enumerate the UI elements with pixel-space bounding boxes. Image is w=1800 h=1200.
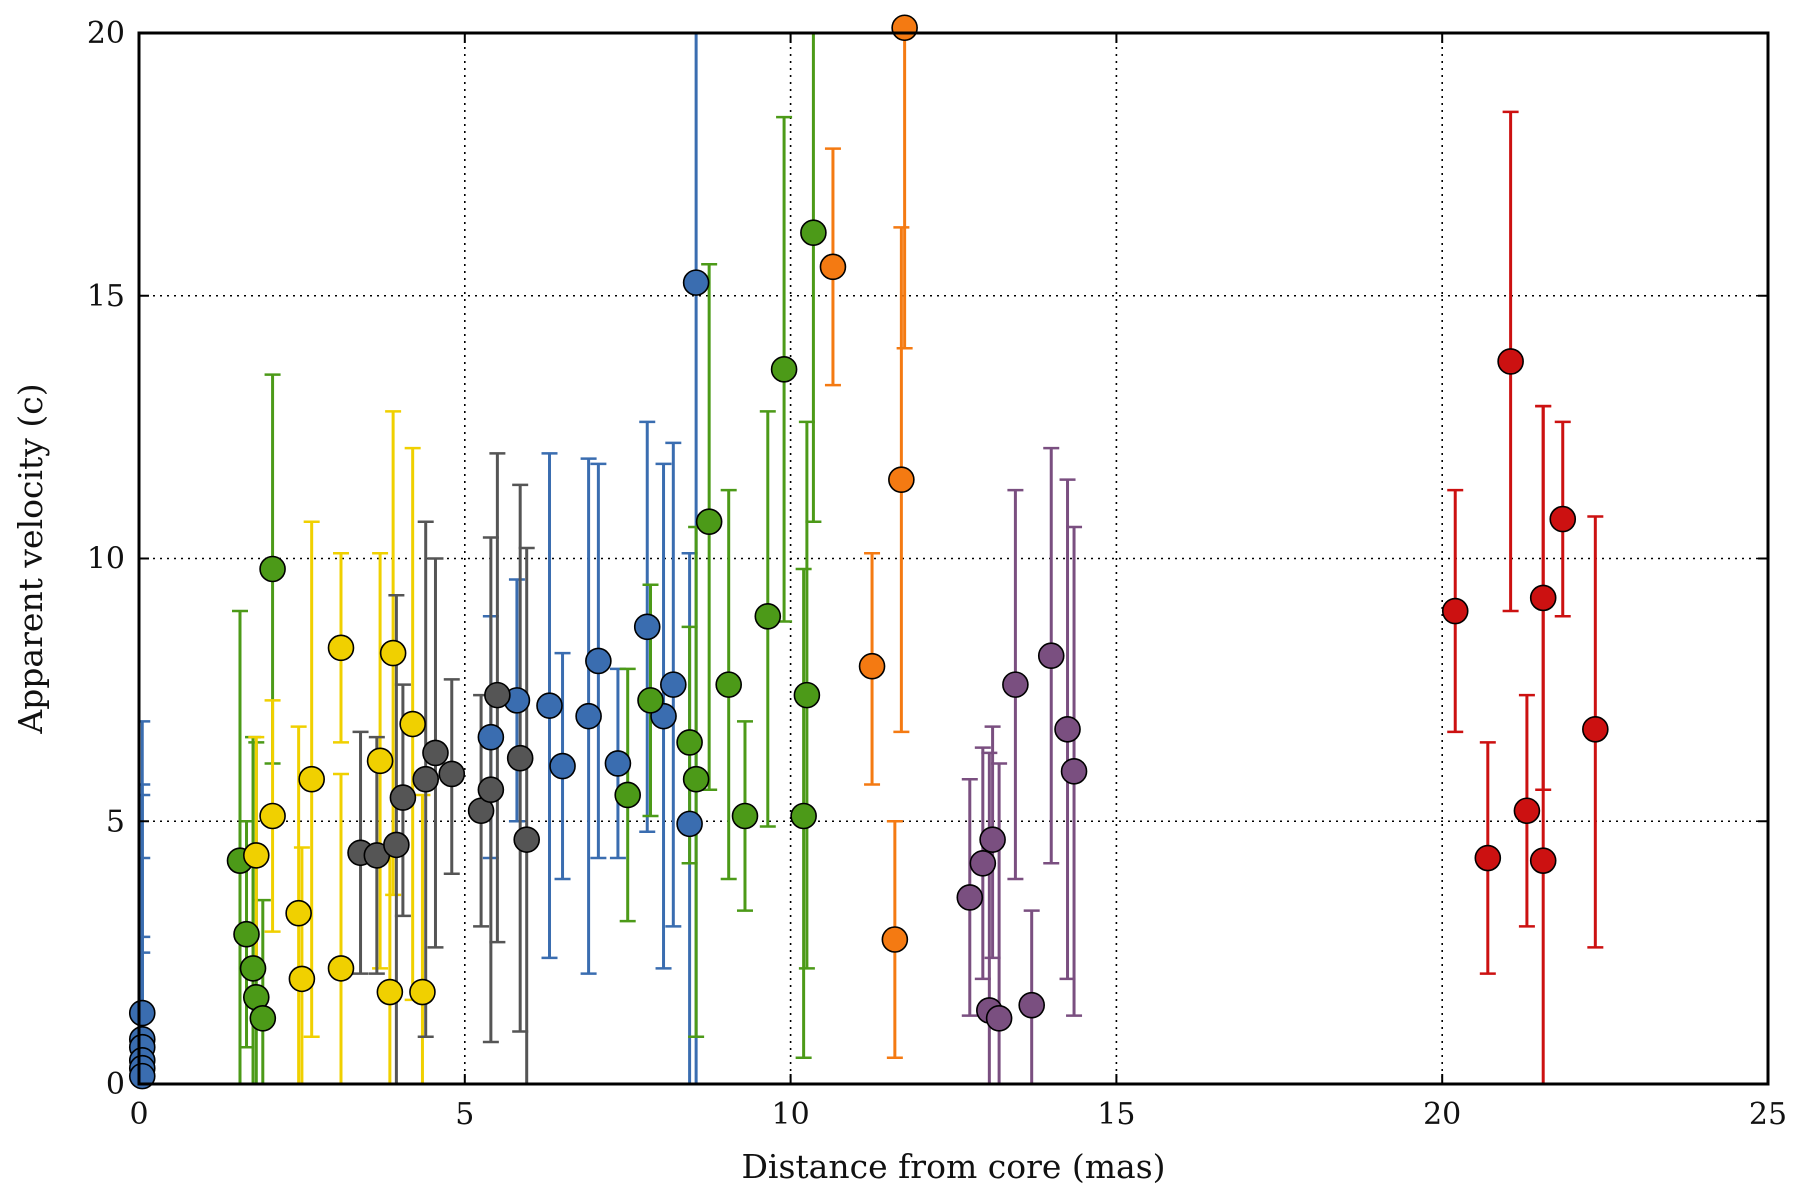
gray-data-point [383,831,410,859]
red-data-point [1497,348,1524,375]
red-data-point [1549,505,1577,533]
green-data-point [614,781,642,809]
gray-data-point [389,784,417,811]
green-data-point [715,671,742,698]
green-data-point [800,219,827,246]
blue-data-point [128,1062,156,1090]
blue-data-point [660,671,687,698]
gray-data-point [506,744,534,772]
orange-data-point [891,14,918,42]
green-data-point [793,681,821,709]
green-data-point [637,687,664,714]
blue-data-point [682,269,710,296]
blue-data-point [128,999,156,1027]
green-data-point [233,920,260,948]
x-tick-label: 10 [772,1097,810,1132]
y-axis-title: Apparent velocity (c) [11,383,50,734]
blue-data-point [575,702,602,730]
green-data-point [249,1005,277,1032]
purple-data-point [985,1005,1013,1032]
x-tick-label: 0 [129,1097,148,1132]
purple-data-point [979,826,1006,853]
red-data-point [1529,584,1557,612]
yellow-data-point [242,842,270,869]
yellow-data-point [327,955,355,982]
purple-data-point [1060,758,1088,785]
purple-data-point [1037,642,1065,670]
red-data-point [1513,797,1541,825]
axis-ticks: 0 5 10 15 20 25 0 5 10 15 20 [87,16,1787,1132]
green-data-point [790,802,817,830]
orange-data-point [888,466,915,493]
yellow-data-point [327,634,355,662]
green-data-point [682,765,710,793]
gray-data-point [438,760,466,788]
orange-data-point [858,652,886,680]
blue-data-point [477,723,505,751]
red-data-point [1529,847,1557,874]
yellow-data-point [409,978,436,1006]
green-data-point [754,603,782,630]
yellow-data-point [298,765,325,793]
y-tick-label: 20 [87,16,125,51]
yellow-data-point [285,899,312,927]
purple-data-point [969,849,997,877]
orange-data-point [819,253,847,281]
grid-lines [139,33,1768,1084]
blue-data-point [676,810,703,838]
green-data-point [731,802,759,830]
x-tick-label: 15 [1097,1097,1135,1132]
yellow-data-point [288,965,316,993]
purple-data-point [1054,715,1081,743]
purple-data-point [1002,671,1029,698]
x-tick-label: 5 [455,1097,474,1132]
green-data-point [239,955,267,982]
blue-data-point [536,692,563,719]
y-tick-label: 0 [106,1067,125,1102]
blue-data-point [549,752,576,780]
x-tick-label: 25 [1749,1097,1787,1132]
blue-data-point [633,613,661,641]
yellow-data-point [366,747,394,775]
gray-data-point [513,826,541,853]
red-data-point [1441,597,1469,625]
gray-data-point [412,765,440,793]
gray-data-point [477,776,505,804]
red-data-point [1582,715,1609,743]
x-axis-title: Distance from core (mas) [741,1147,1165,1186]
purple-data-point [956,884,984,911]
gray-data-point [484,681,511,709]
yellow-data-point [376,978,404,1006]
purple-data-point [1018,991,1045,1019]
yellow-data-point [399,710,426,738]
yellow-data-point [379,639,407,667]
y-tick-label: 10 [87,542,125,577]
green-data-point [259,555,286,583]
y-tick-label: 15 [87,279,125,314]
green-data-point [676,729,703,756]
yellow-data-point [259,802,286,830]
gray-data-point [422,739,449,767]
green-data-point [770,356,798,383]
blue-data-point [585,647,612,675]
red-data-point [1474,844,1502,872]
data-points [128,14,1609,1090]
blue-data-point [604,750,632,777]
x-tick-label: 20 [1423,1097,1461,1132]
orange-data-point [881,926,909,953]
y-tick-label: 5 [106,804,125,839]
green-data-point [695,508,723,536]
